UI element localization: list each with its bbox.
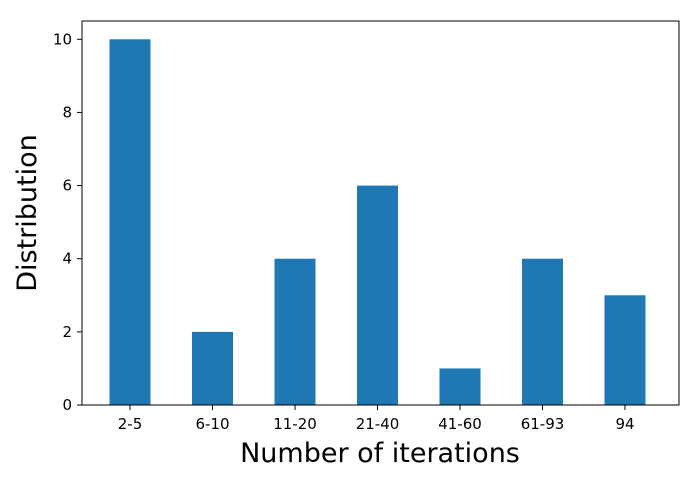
- y-axis-ticks: 0 2 4 6 8 10: [53, 30, 82, 414]
- bar-6-10: [192, 331, 233, 405]
- x-tick-label: 41-60: [438, 415, 482, 433]
- bar-21-40: [357, 185, 398, 405]
- x-axis-ticks: 2-5 6-10 11-20 21-40 41-60 61-93 94: [118, 405, 635, 433]
- bar-61-93: [522, 258, 563, 405]
- bar-2-5: [109, 39, 151, 406]
- bars-group: [109, 39, 646, 406]
- bar-41-60: [439, 368, 481, 405]
- bar-11-20: [274, 258, 316, 405]
- x-tick-label: 2-5: [118, 415, 143, 433]
- x-tick-label: 6-10: [195, 415, 229, 433]
- y-tick-label: 2: [62, 323, 72, 341]
- bar-94: [604, 295, 646, 405]
- x-tick-label: 61-93: [521, 415, 565, 433]
- x-tick-label: 11-20: [273, 415, 317, 433]
- x-tick-label: 94: [615, 415, 634, 433]
- x-tick-label: 21-40: [356, 415, 400, 433]
- y-tick-label: 10: [53, 30, 72, 48]
- plot-frame: [81, 20, 680, 406]
- y-axis-label: Distribution: [12, 134, 43, 292]
- y-tick-label: 8: [62, 103, 72, 121]
- y-tick-label: 6: [62, 177, 72, 195]
- y-tick-label: 0: [62, 396, 72, 414]
- x-axis-label: Number of iterations: [240, 438, 520, 469]
- y-tick-label: 4: [62, 250, 72, 268]
